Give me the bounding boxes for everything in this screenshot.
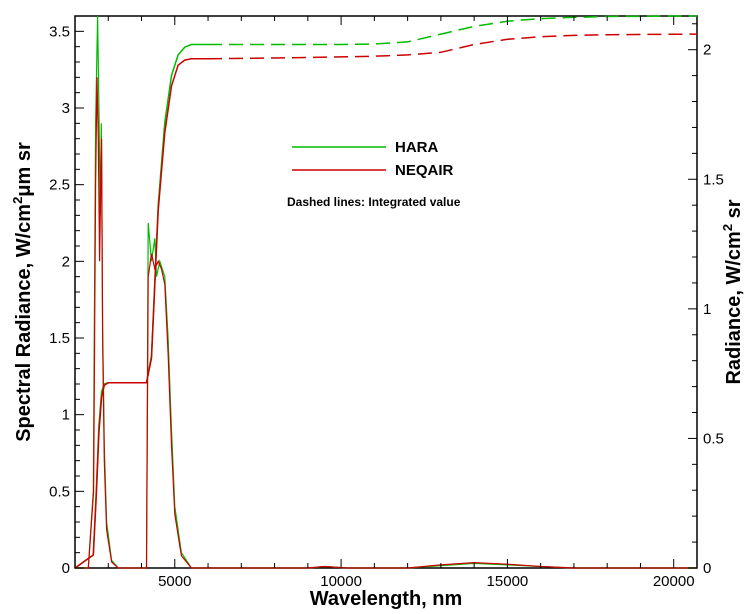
series-integrated-dashed-hara (208, 15, 698, 46)
y-right-tick-label: 1 (703, 301, 711, 318)
legend: HARA NEQAIR (292, 139, 454, 179)
y-axis-right-title-sup: 2 (720, 224, 735, 231)
y-axis-left-title-main: Spectral Radiance, W/cm (13, 204, 35, 442)
y-right-tick-label: 0 (703, 560, 711, 577)
y-axis-left-title-sup: 2 (10, 197, 25, 204)
y-left-tick-label: 0.5 (49, 483, 70, 500)
x-axis-title: Wavelength, nm (310, 588, 463, 610)
series-integrated-solid-neqair (74, 58, 208, 569)
series-spectral-neqair (75, 77, 697, 569)
x-tick-label: 5000 (158, 573, 191, 590)
y-left-tick-label: 1 (62, 407, 70, 424)
y-right-tick-label: 1.5 (703, 171, 724, 188)
x-tick-label: 10000 (320, 573, 362, 590)
annotation-dashed-lines: Dashed lines: Integrated value (287, 195, 461, 209)
y-right-tick-label: 0.5 (703, 430, 724, 447)
y-left-tick-label: 2.5 (49, 177, 70, 194)
y-axis-right-title-tail: sr (723, 199, 745, 224)
legend-label-neqair: NEQAIR (395, 162, 454, 179)
series-layer (74, 15, 698, 569)
y-right-tick-label: 2 (703, 42, 711, 59)
ticks-layer: 5000 10000 15000 20000 0 0.5 1 1.5 2 2.5 3 3.5 0 0.5 1… (49, 16, 724, 590)
y-left-tick-label: 0 (62, 560, 70, 577)
y-left-tick-label: 1.5 (49, 330, 70, 347)
y-axis-right-title-main: Radiance, W/cm (723, 231, 745, 384)
legend-label-hara: HARA (395, 139, 438, 156)
series-integrated-dashed-neqair (207, 33, 698, 60)
y-axis-left-title-tail: μm sr (13, 142, 35, 197)
x-tick-label: 20000 (653, 573, 695, 590)
x-tick-label: 15000 (487, 573, 529, 590)
y-axis-left-title: Spectral Radiance, W/cm2μm sr (10, 142, 35, 442)
y-left-tick-label: 3 (62, 100, 70, 117)
y-axis-right-title: Radiance, W/cm2 sr (720, 199, 745, 384)
y-left-tick-label: 2 (62, 253, 70, 270)
y-left-tick-label: 3.5 (49, 23, 70, 40)
